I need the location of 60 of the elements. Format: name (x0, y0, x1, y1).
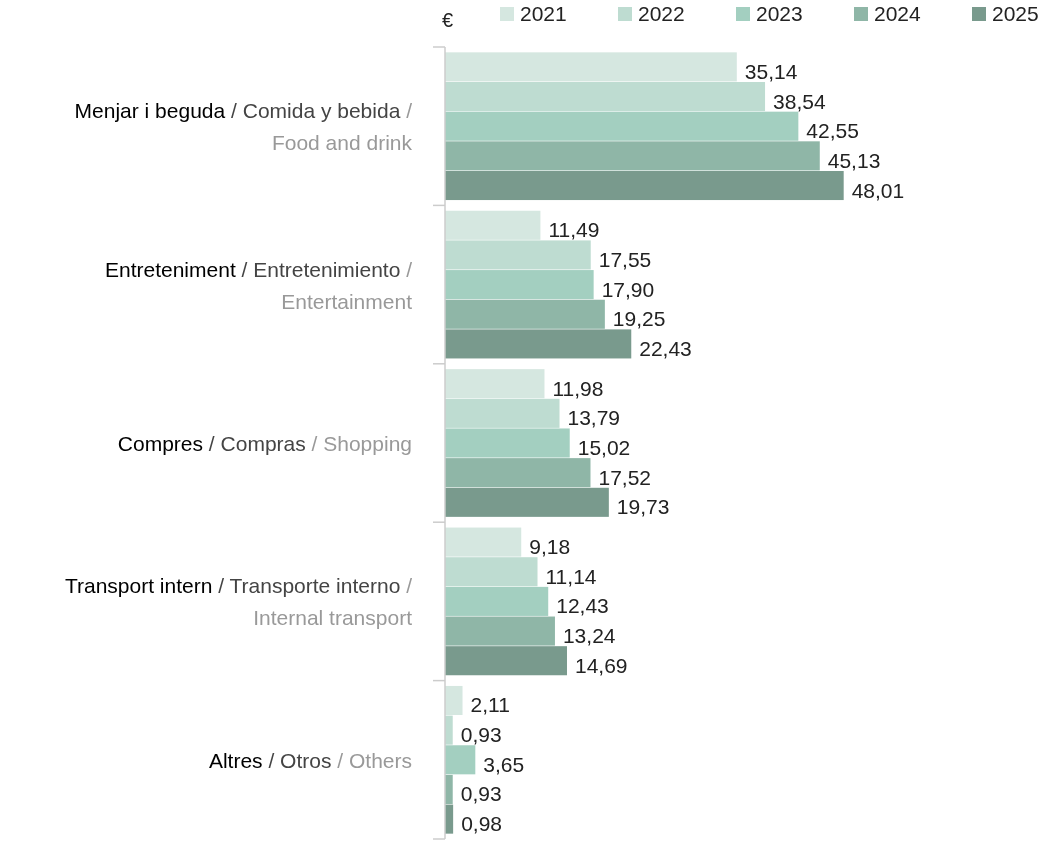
bar (445, 616, 555, 646)
bar (445, 111, 799, 141)
legend-label: 2023 (756, 2, 803, 25)
data-label: 19,73 (616, 495, 670, 519)
bar (445, 299, 605, 329)
data-label: 35,14 (744, 59, 798, 83)
bar (445, 586, 549, 616)
legend-label: 2022 (638, 2, 685, 25)
bar (445, 774, 453, 804)
bar (445, 715, 453, 745)
data-label: 13,79 (567, 406, 621, 430)
legend-label: 2021 (520, 2, 567, 25)
bar (445, 210, 541, 240)
data-label: 48,01 (851, 178, 905, 202)
data-label: 2,11 (470, 693, 510, 717)
data-label: 17,52 (598, 465, 652, 489)
data-label: 17,90 (601, 277, 655, 301)
data-label: 14,69 (574, 653, 628, 677)
y-tick-label: Compres / Compras / Shopping (117, 432, 412, 455)
bar (445, 745, 476, 775)
x-axis-title: € (442, 9, 454, 31)
data-label: 0,93 (460, 723, 502, 747)
data-label: 13,24 (562, 624, 616, 648)
bar (445, 646, 567, 676)
data-label: 11,98 (552, 376, 604, 400)
bar (445, 369, 545, 399)
data-label: 12,43 (556, 594, 609, 618)
bar (445, 685, 463, 716)
data-label: 9,18 (529, 535, 571, 559)
bar (445, 557, 538, 587)
bar (445, 428, 570, 458)
bar (445, 487, 609, 517)
data-label: 3,65 (483, 752, 525, 776)
legend-label: 2024 (874, 2, 922, 25)
bar (445, 458, 591, 488)
legend-label: 2025 (992, 2, 1039, 25)
data-label: 0,98 (461, 812, 503, 836)
bar (445, 398, 560, 428)
bar (445, 82, 766, 112)
data-label: 42,55 (806, 119, 859, 143)
data-label: 0,93 (460, 782, 502, 806)
data-label: 11,14 (545, 564, 597, 588)
data-label: 17,55 (598, 247, 652, 271)
bar (445, 527, 522, 557)
data-label: 11,49 (548, 218, 600, 242)
bar (445, 52, 737, 82)
data-label: 38,54 (773, 89, 826, 113)
y-tick-label: Entreteniment / Entretenimiento / Entertainment (104, 257, 413, 313)
category-label: Transport intern / Transporte interno / Internal transport (64, 574, 412, 630)
bar (445, 170, 844, 201)
bar (445, 329, 632, 359)
data-label: 19,25 (612, 307, 666, 331)
data-label: 45,13 (827, 148, 881, 172)
bar (445, 240, 591, 270)
data-label: 15,02 (577, 436, 631, 459)
data-label: 22,43 (639, 336, 692, 360)
category-label: Menjar i beguda / Comida y bebida / Food and drink (74, 99, 412, 155)
bar (445, 270, 594, 300)
y-tick-label: Altres / Otros / Others (208, 748, 412, 772)
bar (445, 141, 820, 171)
